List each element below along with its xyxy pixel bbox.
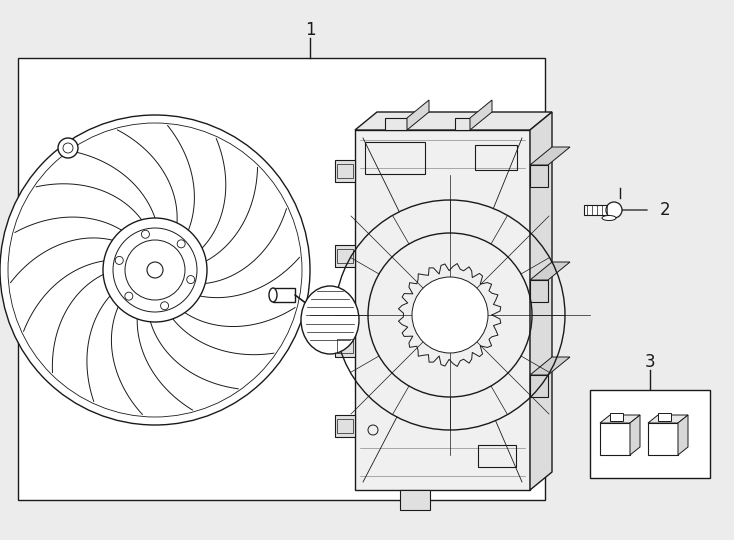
Bar: [478, 445, 516, 467]
Circle shape: [125, 240, 185, 300]
Polygon shape: [335, 245, 355, 267]
Circle shape: [0, 115, 310, 425]
Polygon shape: [530, 280, 548, 302]
Ellipse shape: [269, 288, 277, 302]
Polygon shape: [385, 118, 407, 130]
Bar: [475, 145, 517, 170]
Polygon shape: [678, 415, 688, 455]
Polygon shape: [335, 160, 355, 182]
Circle shape: [115, 256, 123, 265]
Bar: [365, 142, 425, 174]
Ellipse shape: [606, 202, 622, 218]
Circle shape: [125, 292, 133, 300]
Polygon shape: [610, 413, 623, 421]
Bar: [273, 288, 295, 302]
Polygon shape: [335, 335, 355, 357]
Ellipse shape: [301, 286, 359, 354]
Polygon shape: [600, 423, 630, 455]
Polygon shape: [335, 415, 355, 437]
Polygon shape: [530, 262, 570, 280]
Text: 3: 3: [644, 353, 655, 371]
Polygon shape: [407, 100, 429, 130]
Bar: [337, 164, 353, 178]
Polygon shape: [530, 357, 570, 375]
Polygon shape: [658, 413, 671, 421]
Polygon shape: [400, 490, 430, 510]
Circle shape: [113, 228, 197, 312]
Text: 2: 2: [660, 201, 671, 219]
Circle shape: [412, 277, 488, 353]
Circle shape: [161, 302, 169, 310]
Polygon shape: [455, 118, 470, 130]
Polygon shape: [530, 112, 552, 490]
Polygon shape: [630, 415, 640, 455]
Polygon shape: [355, 130, 530, 490]
Polygon shape: [530, 375, 548, 397]
Text: 1: 1: [305, 21, 316, 39]
Bar: [584, 205, 610, 215]
Polygon shape: [530, 165, 548, 187]
Bar: [337, 419, 353, 433]
Circle shape: [142, 230, 150, 238]
Bar: [337, 339, 353, 353]
Bar: [337, 249, 353, 263]
Polygon shape: [648, 415, 688, 423]
Circle shape: [58, 138, 78, 158]
Circle shape: [103, 218, 207, 322]
Circle shape: [147, 262, 163, 278]
Polygon shape: [470, 100, 492, 130]
Bar: [590, 390, 710, 478]
Bar: [18, 58, 545, 500]
Circle shape: [177, 240, 185, 248]
Polygon shape: [355, 112, 552, 130]
Polygon shape: [648, 423, 678, 455]
Polygon shape: [600, 415, 640, 423]
Circle shape: [186, 275, 195, 284]
Circle shape: [63, 143, 73, 153]
Polygon shape: [530, 147, 570, 165]
Ellipse shape: [602, 215, 616, 220]
